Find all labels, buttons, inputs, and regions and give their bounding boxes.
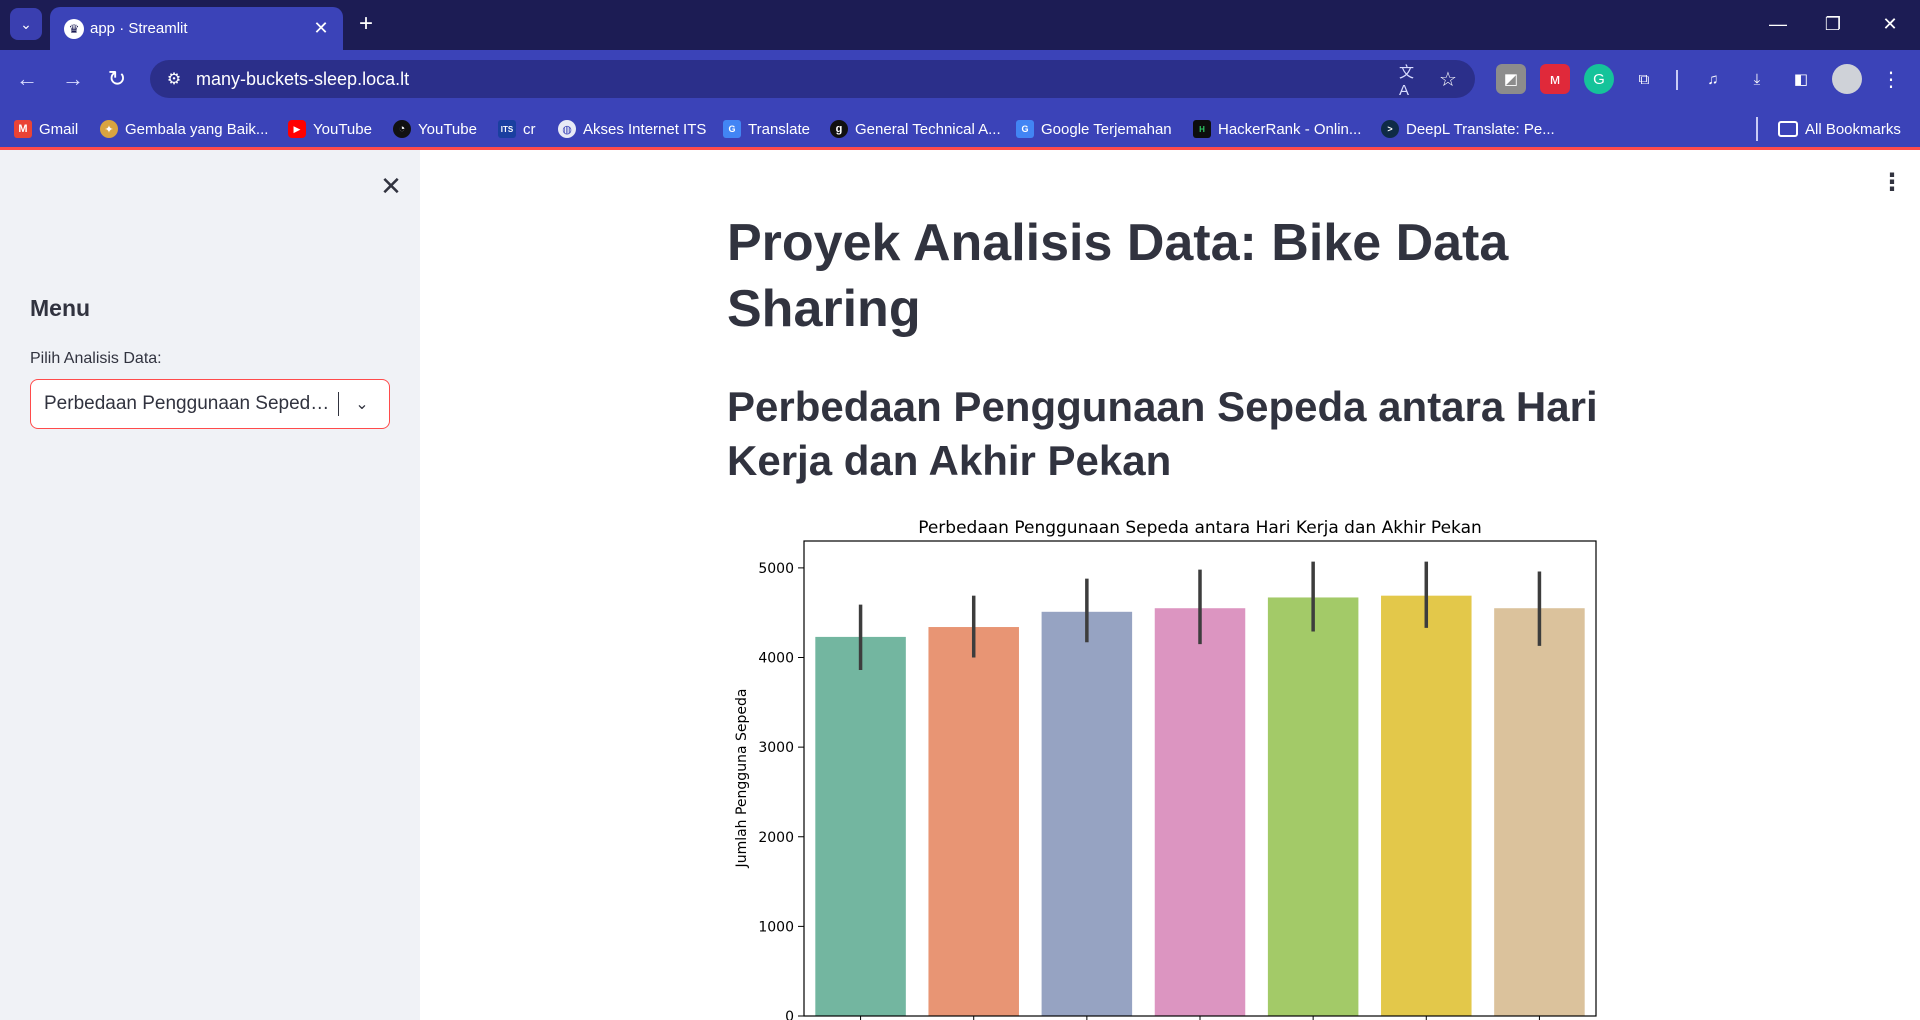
extensions-puzzle-icon[interactable]: ⧉	[1638, 70, 1650, 88]
youtube-icon: ▶	[288, 120, 306, 138]
new-tab-plus-icon[interactable]: +	[358, 10, 373, 37]
chart-bar	[928, 627, 1019, 1016]
extension-gray-icon[interactable]: ◩	[1496, 64, 1526, 94]
chevron-down-icon[interactable]: ⌄	[355, 396, 369, 413]
restore-icon[interactable]: ❐	[1824, 13, 1842, 34]
gmail-icon: M	[14, 120, 32, 138]
tab-title: app · Streamlit	[90, 20, 188, 37]
bookmark-translate[interactable]: G Translate	[723, 117, 810, 141]
main-menu-icon[interactable]: ⋮	[1880, 168, 1904, 196]
chart-y-tick-label: 2000	[758, 830, 794, 846]
grammarly-icon[interactable]: G	[1584, 64, 1614, 94]
chart-bar	[815, 636, 906, 1016]
url-text[interactable]: many-buckets-sleep.loca.lt	[196, 69, 410, 89]
browser-toolbar: ← → ↻ ⚙ many-buckets-sleep.loca.lt 文A ☆ …	[0, 50, 1920, 108]
chart-title: Perbedaan Penggunaan Sepeda antara Hari …	[918, 518, 1482, 538]
gembala-icon: ✦	[100, 120, 118, 138]
g-icon: g	[830, 120, 848, 138]
sidebar-close-icon[interactable]: ✕	[380, 170, 402, 201]
browser-tab-strip: ⌄ ♛ app · Streamlit ✕ + — ❐ ✕	[0, 0, 1920, 50]
tab-close-icon[interactable]: ✕	[313, 17, 329, 38]
sidebar: ✕ Menu Pilih Analisis Data: Perbedaan Pe…	[0, 150, 420, 1020]
chart-bar	[1494, 608, 1585, 1016]
chart-bar	[1381, 595, 1472, 1016]
streamlit-crown-icon: ♛	[64, 19, 84, 39]
globe-icon: ◍	[558, 120, 576, 138]
google-translate-icon: G	[1016, 120, 1034, 138]
chart-y-tick-label: 1000	[758, 919, 794, 935]
chart-y-tick-label: 5000	[758, 561, 794, 577]
reload-icon[interactable]: ↻	[107, 66, 127, 91]
browser-menu-icon[interactable]: ⋮	[1881, 68, 1901, 91]
bookmark-deepl[interactable]: > DeepL Translate: Pe...	[1381, 117, 1555, 141]
side-panel-icon[interactable]: ◧	[1793, 71, 1809, 88]
folder-icon	[1778, 121, 1798, 137]
bookmark-hackerrank[interactable]: H HackerRank - Onlin...	[1193, 117, 1361, 141]
sidebar-heading: Menu	[30, 295, 91, 321]
bookmark-youtube[interactable]: ▶ YouTube	[288, 117, 372, 141]
chart-y-tick-label: 3000	[758, 740, 794, 756]
bookmarks-divider	[1756, 117, 1758, 141]
youtube-alt-icon: ◔	[393, 120, 411, 138]
its-icon: ITS	[498, 120, 516, 138]
chart-bar	[1041, 611, 1133, 1016]
profile-avatar[interactable]	[1832, 64, 1862, 94]
window-close-icon[interactable]: ✕	[1882, 13, 1898, 34]
select-value[interactable]: Perbedaan Penggunaan Sepeda antara Hari …	[44, 393, 339, 414]
download-icon[interactable]: ⤓	[1753, 70, 1761, 88]
tab-search-chevron-icon[interactable]: ⌄	[10, 8, 42, 40]
address-bar[interactable]: ⚙ many-buckets-sleep.loca.lt 文A ☆	[150, 60, 1475, 99]
chart-y-tick-label: 4000	[758, 651, 794, 667]
translate-icon: G	[723, 120, 741, 138]
translate-page-icon[interactable]: 文A	[1399, 64, 1415, 99]
media-controls-icon[interactable]: ♫	[1707, 70, 1719, 88]
chart-y-tick-label: 0	[785, 1009, 794, 1020]
browser-tab-active[interactable]: ♛ app · Streamlit ✕	[50, 7, 343, 50]
back-arrow-icon[interactable]: ←	[16, 66, 38, 91]
select-label: Pilih Analisis Data:	[30, 350, 162, 367]
chart-bar	[1267, 597, 1359, 1016]
chart-bar	[1154, 608, 1246, 1016]
section-heading: Perbedaan Penggunaan Sepeda antara Hari …	[727, 383, 1598, 484]
hackerrank-icon: H	[1193, 120, 1211, 138]
chart-ylabel: Jumlah Pengguna Sepeda	[734, 689, 750, 869]
bookmark-gembala[interactable]: ✦ Gembala yang Baik...	[100, 117, 268, 141]
bookmarks-bar: M Gmail ✦ Gembala yang Baik... ▶ YouTube ◔ Y…	[0, 108, 1920, 150]
deepl-icon: >	[1381, 120, 1399, 138]
bookmark-cr[interactable]: ITS cr	[498, 117, 536, 141]
bookmark-star-icon[interactable]: ☆	[1439, 68, 1457, 91]
page-title: Proyek Analisis Data: Bike Data Sharing	[727, 214, 1509, 338]
all-bookmarks[interactable]: All Bookmarks	[1778, 117, 1901, 141]
bookmark-akses-internet[interactable]: ◍ Akses Internet ITS	[558, 117, 706, 141]
bookmark-google-terjemahan[interactable]: G Google Terjemahan	[1016, 117, 1172, 141]
chart-frame	[803, 540, 1597, 1017]
forward-arrow-icon[interactable]: →	[62, 66, 84, 91]
toolbar-divider	[1676, 70, 1678, 90]
site-info-icon[interactable]: ⚙	[166, 71, 182, 88]
text-caret	[338, 392, 339, 416]
bar-chart: Perbedaan Penggunaan Sepeda antara Hari …	[734, 518, 1597, 1020]
analysis-select[interactable]: Perbedaan Penggunaan Sepeda antara Hari …	[30, 379, 390, 429]
bookmark-gmail[interactable]: M Gmail	[14, 117, 78, 141]
minimize-icon[interactable]: —	[1769, 13, 1787, 34]
bookmark-general-technical[interactable]: g General Technical A...	[830, 117, 1001, 141]
extension-mendeley-icon[interactable]: ᴍ	[1540, 64, 1570, 94]
bookmark-youtube-2[interactable]: ◔ YouTube	[393, 117, 477, 141]
